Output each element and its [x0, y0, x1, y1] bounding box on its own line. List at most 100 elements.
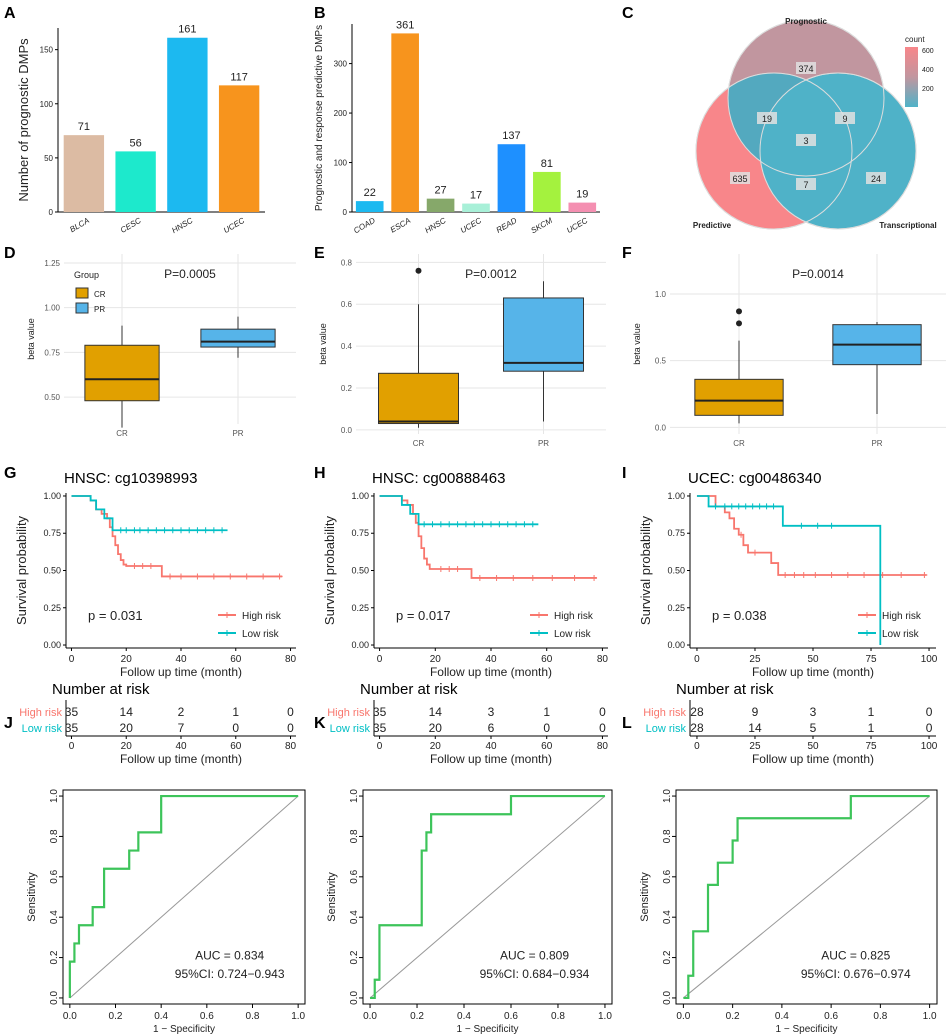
censor-mark	[549, 574, 556, 581]
x-tick-label: 75	[865, 654, 877, 665]
risk-x-axis-title: Follow up time (month)	[752, 752, 874, 766]
y-tick-label: 100	[40, 100, 54, 109]
venn-legend-colorbar	[905, 47, 918, 107]
censor-mark	[446, 566, 453, 573]
censor-mark	[421, 521, 428, 528]
risk-table-row-label: Low risk	[22, 723, 63, 735]
censor-mark	[194, 527, 201, 534]
km-curve-low-risk	[696, 495, 882, 646]
risk-table-cell: 35	[65, 705, 79, 719]
bar	[533, 171, 561, 212]
box-plot-d: 0.50 0.75 1.00 1.25 CR PR P=0.0005 beta value Gr…	[26, 254, 296, 438]
x-tick-label: READ	[495, 216, 519, 235]
y-tick-label: 0.00	[351, 640, 369, 650]
venn-outline-transcriptional	[759, 72, 917, 230]
box-plot-e: 0.0 0.2 0.4 0.6 0.8 CR PR P=0.0012 beta value	[318, 254, 606, 448]
x-tick-label: COAD	[352, 216, 377, 235]
censor-mark	[147, 563, 154, 570]
venn-count-bg	[796, 178, 816, 190]
x-tick-label: UCEC	[222, 216, 246, 235]
y-tick-label: 1.00	[667, 491, 685, 501]
censor-mark	[454, 521, 461, 528]
risk-table-cell: 0	[287, 721, 294, 735]
x-tick-label: 40	[175, 654, 187, 665]
risk-table-row-label: High risk	[19, 707, 62, 719]
censor-mark	[571, 574, 578, 581]
bar	[218, 85, 260, 212]
legend-label: CR	[94, 290, 106, 299]
censor-mark	[521, 521, 528, 528]
censor-mark	[898, 571, 905, 578]
stray-dot: .	[886, 946, 889, 957]
censor-mark	[178, 527, 184, 534]
bar-value-label: 22	[364, 187, 376, 199]
venn-count-bg	[730, 172, 750, 184]
risk-table-cell: 35	[373, 705, 387, 719]
censor-mark	[529, 574, 536, 581]
panel-label-l: L	[622, 715, 632, 732]
legend-marker	[224, 630, 230, 636]
y-tick-label: 0	[49, 208, 54, 217]
risk-table-cell: 35	[373, 721, 387, 735]
censor-mark	[202, 527, 209, 534]
x-axis-title: 1 − Specificity	[153, 1024, 215, 1035]
censor-mark	[738, 531, 745, 538]
y-tick-label: 0.25	[667, 603, 685, 613]
ci-label: 95%CI: 0.684−0.934	[480, 967, 590, 981]
risk-table-cell: 14	[120, 705, 134, 719]
x-tick-label: 0.2	[410, 1011, 424, 1022]
x-tick-label: 50	[807, 654, 819, 665]
censor-mark	[488, 521, 494, 528]
venn-outline-predictive	[695, 72, 853, 230]
risk-table-cell: 6	[488, 721, 495, 735]
ci-label: 95%CI: 0.676−0.974	[801, 967, 911, 981]
x-tick-label: 0.6	[200, 1011, 214, 1022]
auc-label: AUC = 0.825	[821, 949, 890, 963]
panel-label-d: D	[4, 245, 16, 262]
panel-label-b: B	[314, 5, 326, 22]
risk-x-tick-label: 0	[694, 741, 700, 752]
risk-table-cell: 14	[429, 705, 443, 719]
censor-mark	[493, 574, 500, 581]
censor-mark	[186, 527, 193, 534]
diagonal-reference	[369, 795, 606, 999]
x-axis-title: 1 − Specificity	[457, 1024, 519, 1035]
censor-mark	[446, 521, 453, 528]
panel-label-j: J	[4, 715, 13, 732]
x-tick-label: 0.4	[457, 1011, 471, 1022]
legend-label: High risk	[882, 611, 922, 622]
x-tick-label: PR	[871, 439, 882, 448]
censor-mark	[454, 566, 461, 573]
risk-x-tick-label: 25	[749, 741, 761, 752]
censor-mark	[131, 527, 138, 534]
censor-mark	[749, 503, 756, 510]
censor-mark	[153, 527, 160, 534]
y-tick-label: 150	[40, 46, 54, 55]
venn-set-label-transcriptional: Transcriptional	[879, 221, 936, 230]
censor-mark	[496, 521, 503, 528]
censor-mark	[479, 521, 486, 528]
y-axis-title: Survival probability	[638, 515, 653, 625]
risk-table-cell: 3	[810, 705, 817, 719]
p-value-label: P=0.0012	[465, 267, 517, 281]
censor-mark	[782, 571, 789, 578]
y-tick-label: 0.4	[49, 910, 60, 924]
legend-label: Low risk	[554, 629, 592, 640]
y-tick-label: 0.8	[349, 829, 360, 843]
risk-table-cell: 0	[232, 721, 239, 735]
x-axis-title: Follow up time (month)	[752, 665, 874, 679]
y-tick-label: 1.00	[43, 491, 61, 501]
km-title: UCEC: cg00486340	[688, 470, 821, 487]
outlier-point	[736, 308, 742, 315]
censor-mark	[791, 571, 798, 578]
y-axis-title: beta value	[632, 323, 642, 365]
censor-mark	[756, 503, 763, 510]
km-plot-i: UCEC: cg00486340 0.00 0.25 0.50 0.75 1.00 0 25 5…	[638, 470, 938, 766]
roc-curve	[683, 794, 930, 1000]
risk-x-tick-label: 0	[69, 741, 75, 752]
bar	[391, 33, 419, 213]
y-tick-label: 0.25	[43, 603, 61, 613]
bar	[167, 37, 208, 212]
x-tick-label: CR	[733, 439, 745, 448]
